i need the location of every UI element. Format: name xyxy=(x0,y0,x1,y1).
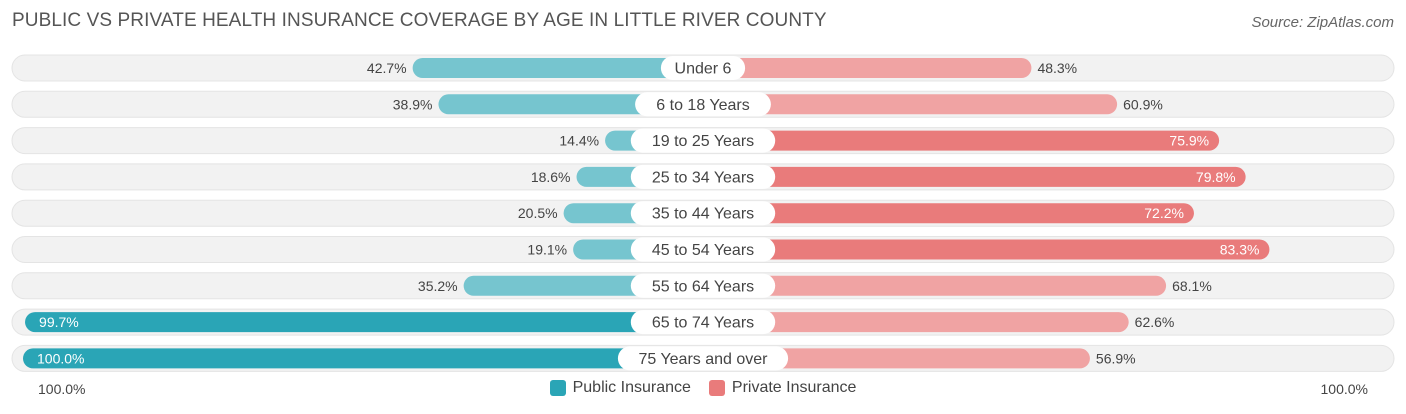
category-pill xyxy=(630,164,776,189)
category-label: 19 to 25 Years xyxy=(652,133,754,150)
public-value-label: 42.7% xyxy=(367,60,407,76)
category-pill xyxy=(630,310,776,335)
public-value-label: 20.5% xyxy=(518,205,558,221)
public-value-label: 99.7% xyxy=(39,314,79,330)
category-label: 6 to 18 Years xyxy=(656,97,749,114)
category-pill xyxy=(660,56,746,80)
legend-item-private: Private Insurance xyxy=(708,379,857,397)
private-value-label: 79.8% xyxy=(1196,169,1236,185)
axis-left-label: 100.0% xyxy=(38,381,86,397)
legend-swatch-private xyxy=(708,380,725,396)
private-bar xyxy=(703,239,1270,260)
private-value-label: 83.3% xyxy=(1220,242,1260,258)
legend-item-public: Public Insurance xyxy=(549,379,691,397)
private-bar xyxy=(703,94,1118,115)
private-value-label: 60.9% xyxy=(1123,96,1163,112)
legend-label-public: Public Insurance xyxy=(572,379,691,396)
category-label: 65 to 74 Years xyxy=(652,315,754,332)
category-label: 75 Years and over xyxy=(639,351,769,368)
category-pill xyxy=(630,273,776,298)
private-bar xyxy=(703,348,1090,369)
category-label: Under 6 xyxy=(675,61,732,78)
public-value-label: 19.1% xyxy=(527,242,567,258)
private-value-label: 48.3% xyxy=(1037,60,1077,76)
private-value-label: 72.2% xyxy=(1144,205,1184,221)
category-label: 35 to 44 Years xyxy=(652,206,754,223)
private-bar xyxy=(703,58,1032,78)
category-label: 55 to 64 Years xyxy=(652,278,754,295)
private-value-label: 68.1% xyxy=(1172,278,1212,294)
public-value-label: 35.2% xyxy=(418,278,458,294)
legend-label-private: Private Insurance xyxy=(731,379,857,396)
category-pill xyxy=(635,92,771,117)
category-pill xyxy=(630,128,776,153)
public-value-label: 38.9% xyxy=(393,96,433,112)
private-bar xyxy=(703,312,1129,333)
category-pill xyxy=(617,346,789,371)
category-pill xyxy=(630,237,776,262)
legend: Public Insurance Private Insurance xyxy=(0,379,1406,397)
chart-title: PUBLIC VS PRIVATE HEALTH INSURANCE COVER… xyxy=(12,10,827,31)
private-value-label: 62.6% xyxy=(1135,314,1175,330)
private-bar xyxy=(703,275,1167,296)
public-bar xyxy=(412,58,703,78)
public-value-label: 14.4% xyxy=(559,133,599,149)
public-bar xyxy=(23,348,703,369)
legend-swatch-public xyxy=(549,380,566,396)
private-value-label: 56.9% xyxy=(1096,350,1136,366)
private-bar xyxy=(703,166,1246,187)
private-bar xyxy=(703,130,1220,151)
category-pill xyxy=(630,201,776,226)
source-note: Source: ZipAtlas.com xyxy=(1251,14,1394,31)
private-value-label: 75.9% xyxy=(1169,133,1209,149)
private-bar xyxy=(703,203,1194,224)
public-value-label: 100.0% xyxy=(37,350,84,366)
category-label: 45 to 54 Years xyxy=(652,242,754,259)
public-bar xyxy=(25,312,704,333)
axis-right-label: 100.0% xyxy=(1320,381,1368,397)
public-value-label: 18.6% xyxy=(531,169,571,185)
category-label: 25 to 34 Years xyxy=(652,169,754,186)
